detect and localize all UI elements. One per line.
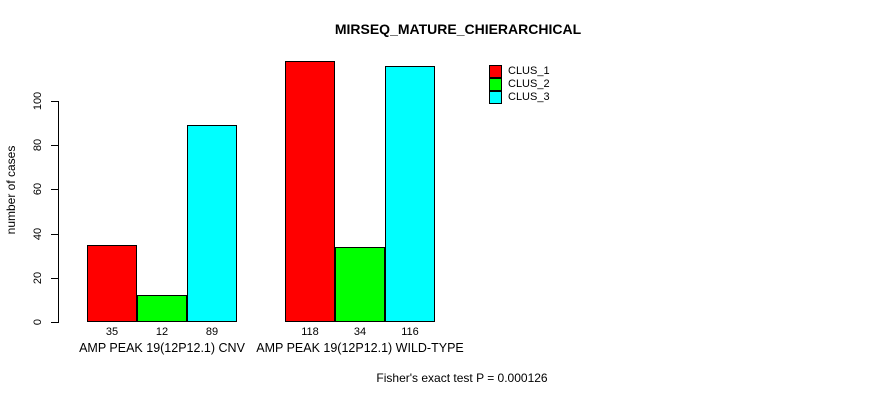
y-tick-label: 40	[32, 227, 44, 241]
legend-swatch-red-icon	[489, 65, 502, 78]
legend-label: CLUS_1	[508, 65, 550, 77]
legend-item-clus-2: CLUS_2	[489, 78, 550, 91]
y-tick	[51, 101, 58, 102]
legend-item-clus-3: CLUS_3	[489, 91, 550, 104]
bar-clus_3-group1	[187, 125, 237, 322]
y-tick	[51, 322, 58, 323]
bar-clus_1-group1	[87, 245, 137, 322]
legend-label: CLUS_3	[508, 91, 550, 103]
x-category-label: AMP PEAK 19(12P12.1) WILD-TYPE	[256, 341, 464, 355]
legend-swatch-green-icon	[489, 78, 502, 91]
bar-value-label: 118	[301, 326, 319, 338]
bar-clus_2-group1	[137, 295, 187, 322]
chart-title: MIRSEQ_MATURE_CHIERARCHICAL	[334, 21, 582, 37]
y-axis-line	[58, 101, 59, 323]
bar-clus_2-group2	[335, 247, 385, 322]
legend: CLUS_1 CLUS_2 CLUS_3	[489, 65, 550, 104]
bar-value-label: 12	[155, 326, 169, 338]
bar-value-label: 89	[205, 326, 219, 338]
y-tick	[51, 278, 58, 279]
y-tick-label: 80	[32, 138, 44, 152]
fisher-test-annotation: Fisher's exact test P = 0.000126	[376, 371, 548, 385]
y-tick-label: 100	[32, 91, 44, 111]
bar-clus_3-group2	[385, 66, 435, 322]
bar-clus_1-group2	[285, 61, 335, 322]
y-tick-label: 60	[32, 182, 44, 196]
y-tick-label: 20	[32, 271, 44, 285]
bar-value-label: 34	[353, 326, 367, 338]
bar-value-label: 116	[401, 326, 419, 338]
legend-item-clus-1: CLUS_1	[489, 65, 550, 78]
legend-label: CLUS_2	[508, 78, 550, 90]
y-tick	[51, 189, 58, 190]
y-tick-label: 0	[32, 318, 44, 326]
y-tick	[51, 145, 58, 146]
x-category-label: AMP PEAK 19(12P12.1) CNV	[79, 341, 245, 355]
bar-value-label: 35	[105, 326, 119, 338]
y-tick	[51, 234, 58, 235]
legend-swatch-cyan-icon	[489, 91, 502, 104]
